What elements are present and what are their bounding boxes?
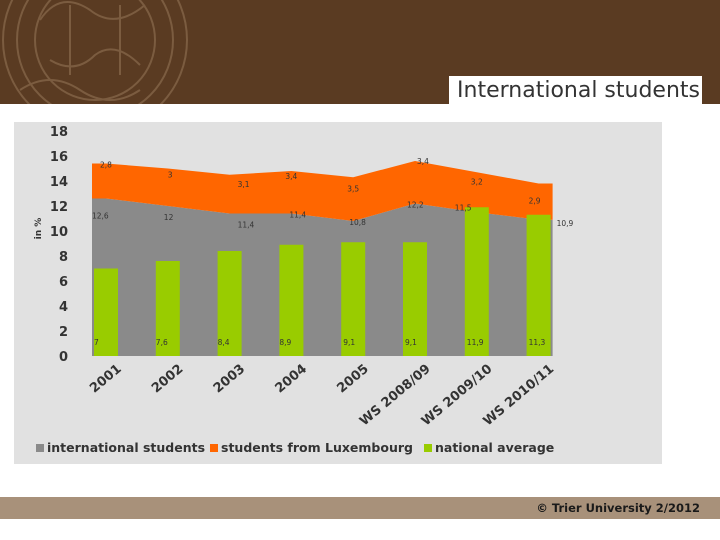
data-label-national-average: 9,1 xyxy=(405,338,417,347)
legend-swatch xyxy=(424,444,432,452)
chart: 0 2 4 6 8 10 12 14 16 18 in % 7 7,6 8,4 8,9 9,1 9,1 11,9 1… xyxy=(34,125,574,455)
data-label-international-students: 12,2 xyxy=(407,201,424,210)
y-tick-label: 0 xyxy=(59,350,68,365)
bar-national-average xyxy=(155,261,180,356)
y-tick-label: 16 xyxy=(50,150,68,165)
data-label-national-average: 11,3 xyxy=(529,338,546,347)
data-label-students-from-luxembourg: 3,4 xyxy=(417,157,429,166)
legend-entry: national average xyxy=(435,440,554,455)
x-tick-label: 2005 xyxy=(334,362,371,397)
data-label-national-average: 8,4 xyxy=(218,338,230,347)
y-tick-label: 12 xyxy=(50,200,68,215)
data-label-national-average: 8,9 xyxy=(279,338,291,347)
university-seal-icon xyxy=(0,0,200,104)
data-label-students-from-luxembourg: 2,9 xyxy=(529,197,541,206)
y-tick-label: 4 xyxy=(59,300,68,315)
legend-entry: students from Luxembourg xyxy=(221,440,413,455)
data-label-international-students: 11,5 xyxy=(455,203,472,212)
data-label-international-students: 11,4 xyxy=(238,221,255,230)
bar-national-average xyxy=(279,244,304,356)
bar-national-average xyxy=(526,214,551,356)
chart-panel: 0 2 4 6 8 10 12 14 16 18 in % 7 7,6 8,4 8,9 9,1 9,1 11,9 1… xyxy=(14,122,662,464)
bar-national-average xyxy=(217,251,242,356)
y-tick-label: 10 xyxy=(50,225,68,240)
data-label-students-from-luxembourg: 3 xyxy=(168,171,173,180)
data-label-national-average: 7,6 xyxy=(156,338,168,347)
data-label-national-average: 9,1 xyxy=(343,338,355,347)
slide-title: International students xyxy=(449,76,702,106)
y-tick-label: 8 xyxy=(59,250,68,265)
bar-national-average xyxy=(403,242,427,356)
bar-national-average xyxy=(94,268,118,356)
y-tick-label: 2 xyxy=(59,325,68,340)
data-label-national-average: 7 xyxy=(94,338,99,347)
legend-swatch xyxy=(210,444,218,452)
copyright-footer: © Trier University 2/2012 xyxy=(536,501,700,515)
legend-swatch xyxy=(36,444,44,452)
data-label-national-average: 11,9 xyxy=(467,338,484,347)
y-tick-label: 14 xyxy=(50,175,68,190)
y-axis-label: in % xyxy=(34,218,44,240)
data-label-students-from-luxembourg: 3,2 xyxy=(471,177,483,186)
area-students-from-luxembourg xyxy=(92,161,553,221)
y-tick-label: 6 xyxy=(59,275,68,290)
x-tick-label: 2004 xyxy=(273,362,310,397)
bar-national-average xyxy=(464,207,489,356)
data-label-international-students: 11,4 xyxy=(289,211,306,220)
data-label-international-students: 10,8 xyxy=(349,218,366,227)
x-tick-label: 2003 xyxy=(211,362,248,397)
data-label-international-students: 10,9 xyxy=(557,219,574,228)
data-label-students-from-luxembourg: 3,4 xyxy=(285,172,297,181)
data-label-international-students: 12 xyxy=(164,213,174,222)
data-label-international-students: 12,6 xyxy=(92,212,109,221)
data-label-students-from-luxembourg: 2,8 xyxy=(100,161,112,170)
area-international-students xyxy=(92,198,553,356)
x-tick-label: 2002 xyxy=(149,362,186,397)
footer-band: © Trier University 2/2012 xyxy=(0,497,720,519)
data-label-students-from-luxembourg: 3,1 xyxy=(238,180,250,189)
x-tick-label: 2001 xyxy=(87,362,124,397)
legend-entry: international students xyxy=(47,440,205,455)
data-label-students-from-luxembourg: 3,5 xyxy=(347,184,359,193)
y-tick-label: 18 xyxy=(50,125,68,140)
bar-national-average xyxy=(341,242,366,356)
